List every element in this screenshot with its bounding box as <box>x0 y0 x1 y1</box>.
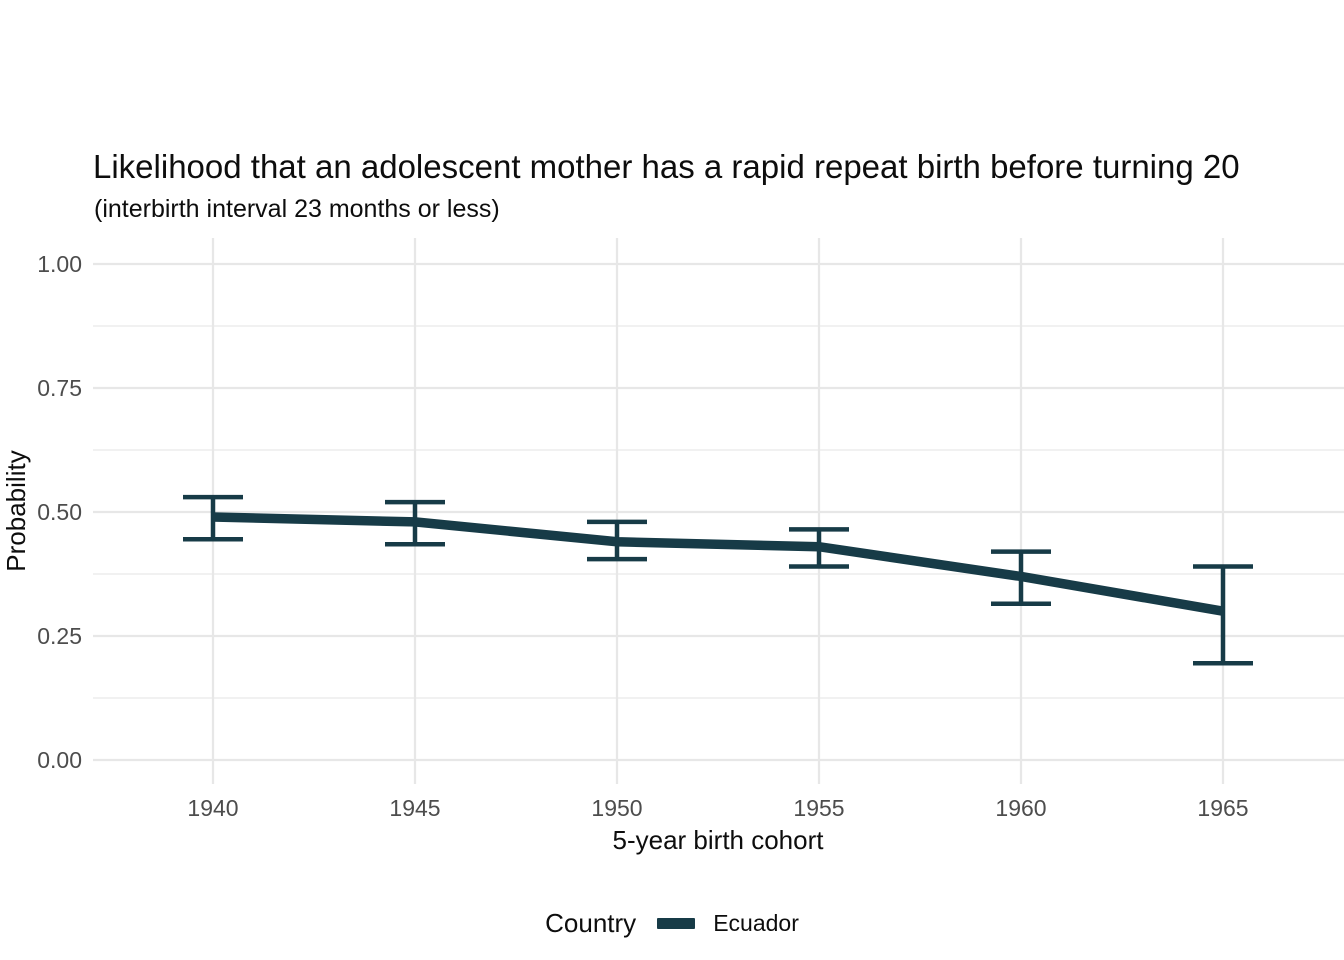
x-tick-label: 1965 <box>1197 795 1248 821</box>
x-axis-title: 5-year birth cohort <box>613 825 825 855</box>
legend-title: Country <box>545 907 637 938</box>
x-tick-label: 1960 <box>995 795 1046 821</box>
series-line-ecuador <box>212 512 1224 616</box>
chart-title: Likelihood that an adolescent mother has… <box>93 148 1240 185</box>
y-tick-label: 1.00 <box>37 251 82 277</box>
legend: Country Ecuador <box>0 903 1344 943</box>
x-tick-label: 1940 <box>187 795 238 821</box>
x-tick-label: 1945 <box>389 795 440 821</box>
y-tick-label: 0.75 <box>37 375 82 401</box>
grid-layer <box>93 238 1344 784</box>
chart-subtitle: (interbirth interval 23 months or less) <box>94 195 500 223</box>
x-tick-label: 1955 <box>793 795 844 821</box>
legend-label-ecuador: Ecuador <box>713 909 799 936</box>
series-layer <box>183 494 1253 666</box>
y-axis-title: Probability <box>1 450 31 571</box>
y-tick-label: 0.00 <box>37 747 82 773</box>
y-tick-label: 0.50 <box>37 499 82 525</box>
tick-layer: 0.00 0.25 0.50 0.75 1.00 1940 1945 1950 1955 1960… <box>37 251 1248 821</box>
legend-key-line-icon <box>657 917 696 929</box>
x-tick-label: 1950 <box>591 795 642 821</box>
y-tick-label: 0.25 <box>37 623 82 649</box>
